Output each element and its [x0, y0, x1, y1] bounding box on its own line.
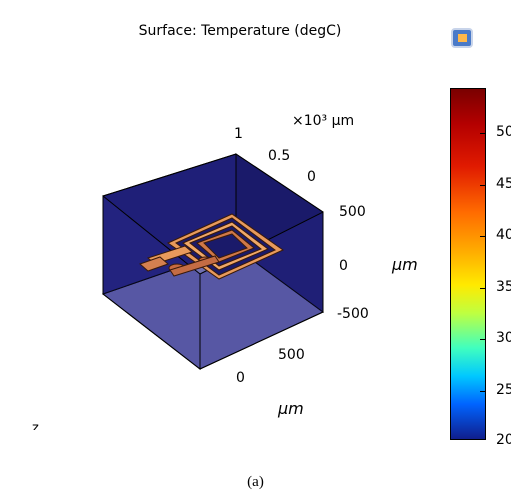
colorbar-tickmark — [480, 133, 486, 134]
y-axis-unit: μm — [391, 255, 418, 274]
y-tick-neg500: -500 — [337, 306, 369, 322]
z-tick-1: 1 — [234, 126, 243, 142]
colorbar-tick-25: 25 — [496, 382, 511, 398]
colorbar-tick-50: 50 — [496, 124, 511, 140]
colorbar-tickmark — [480, 185, 486, 186]
scale-note: ×10³ μm — [292, 113, 354, 129]
z-tick-0: 0 — [307, 169, 316, 185]
plot-3d-view[interactable]: ×10³ μm 1 0.5 0 500 0 -500 μm 500 0 μm z… — [0, 90, 430, 430]
colorbar-tick-30: 30 — [496, 330, 511, 346]
colorbar — [450, 88, 486, 440]
colorbar-tickmark — [480, 391, 486, 392]
colorbar-tick-20: 20 — [496, 432, 511, 448]
plot-title: Surface: Temperature (degC) — [138, 23, 342, 39]
x-tick-0: 0 — [236, 370, 245, 386]
y-tick-0: 0 — [339, 258, 348, 274]
colorbar-tickmark — [480, 236, 486, 237]
x-axis-unit: μm — [277, 399, 304, 418]
z-tick-05: 0.5 — [268, 148, 290, 164]
colorbar-tick-40: 40 — [496, 227, 511, 243]
colorbar-gradient — [451, 89, 485, 439]
coil-structure — [139, 213, 285, 280]
app-logo-icon — [451, 28, 473, 48]
colorbar-tick-35: 35 — [496, 279, 511, 295]
y-tick-500: 500 — [339, 204, 366, 220]
axis-triad-icon: z y x — [32, 421, 39, 430]
colorbar-tick-45: 45 — [496, 176, 511, 192]
colorbar-tickmark — [480, 339, 486, 340]
colorbar-tickmark — [480, 288, 486, 289]
figure-caption: (a) — [247, 474, 264, 490]
triad-z: z — [32, 421, 39, 430]
x-tick-500: 500 — [278, 347, 305, 363]
